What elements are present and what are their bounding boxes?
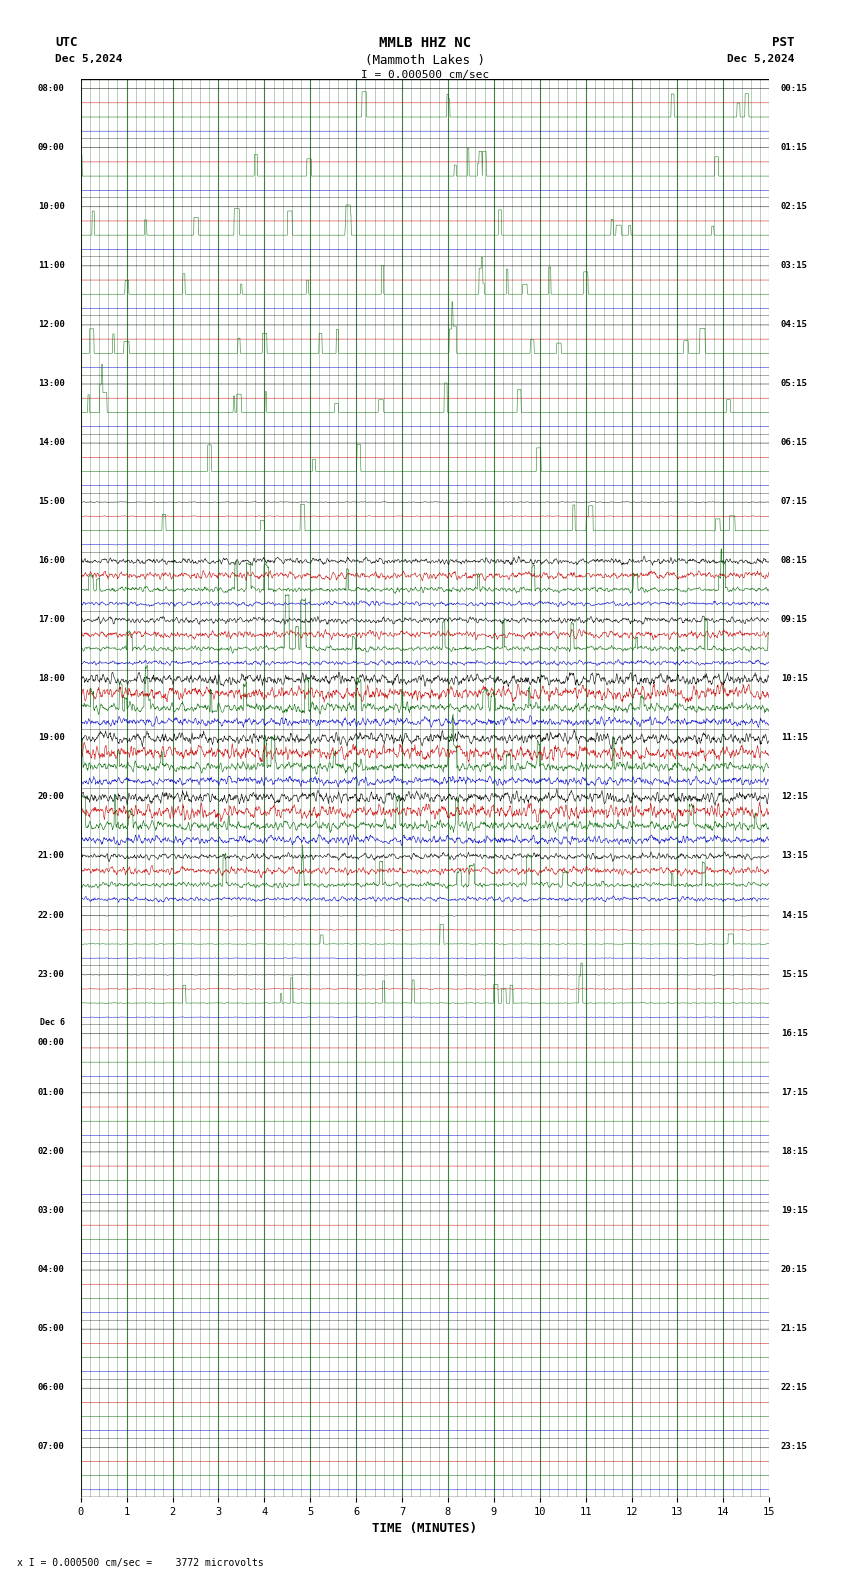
Text: 08:15: 08:15 bbox=[780, 556, 808, 565]
Text: 21:00: 21:00 bbox=[37, 852, 65, 860]
Text: 14:00: 14:00 bbox=[37, 439, 65, 447]
Text: 11:15: 11:15 bbox=[780, 733, 808, 743]
Text: 19:15: 19:15 bbox=[780, 1205, 808, 1215]
Text: 17:00: 17:00 bbox=[37, 615, 65, 624]
Text: 22:00: 22:00 bbox=[37, 911, 65, 920]
Text: 20:15: 20:15 bbox=[780, 1266, 808, 1274]
Text: 16:15: 16:15 bbox=[780, 1028, 808, 1038]
Text: 02:00: 02:00 bbox=[37, 1147, 65, 1156]
Text: 06:00: 06:00 bbox=[37, 1383, 65, 1392]
Text: 15:00: 15:00 bbox=[37, 497, 65, 505]
Text: 23:15: 23:15 bbox=[780, 1441, 808, 1451]
Text: 09:00: 09:00 bbox=[37, 143, 65, 152]
Text: 12:15: 12:15 bbox=[780, 792, 808, 802]
Text: 04:15: 04:15 bbox=[780, 320, 808, 329]
Text: Dec 6: Dec 6 bbox=[40, 1019, 65, 1028]
Text: (Mammoth Lakes ): (Mammoth Lakes ) bbox=[365, 54, 485, 67]
Text: 06:15: 06:15 bbox=[780, 439, 808, 447]
Text: 18:00: 18:00 bbox=[37, 675, 65, 683]
Text: Dec 5,2024: Dec 5,2024 bbox=[728, 54, 795, 63]
Text: UTC: UTC bbox=[55, 36, 77, 49]
Text: 01:15: 01:15 bbox=[780, 143, 808, 152]
Text: 00:00: 00:00 bbox=[37, 1038, 65, 1047]
Text: 03:00: 03:00 bbox=[37, 1205, 65, 1215]
Text: 03:15: 03:15 bbox=[780, 261, 808, 269]
Text: 13:00: 13:00 bbox=[37, 379, 65, 388]
Text: 04:00: 04:00 bbox=[37, 1266, 65, 1274]
Text: PST: PST bbox=[773, 36, 795, 49]
Text: I = 0.000500 cm/sec: I = 0.000500 cm/sec bbox=[361, 70, 489, 79]
Text: 22:15: 22:15 bbox=[780, 1383, 808, 1392]
Text: 23:00: 23:00 bbox=[37, 969, 65, 979]
Text: 16:00: 16:00 bbox=[37, 556, 65, 565]
Text: 10:00: 10:00 bbox=[37, 201, 65, 211]
Text: 05:15: 05:15 bbox=[780, 379, 808, 388]
X-axis label: TIME (MINUTES): TIME (MINUTES) bbox=[372, 1522, 478, 1535]
Text: 18:15: 18:15 bbox=[780, 1147, 808, 1156]
Text: 12:00: 12:00 bbox=[37, 320, 65, 329]
Text: MMLB HHZ NC: MMLB HHZ NC bbox=[379, 36, 471, 51]
Text: x I = 0.000500 cm/sec =    3772 microvolts: x I = 0.000500 cm/sec = 3772 microvolts bbox=[17, 1559, 264, 1568]
Text: 20:00: 20:00 bbox=[37, 792, 65, 802]
Text: 05:00: 05:00 bbox=[37, 1324, 65, 1334]
Text: 15:15: 15:15 bbox=[780, 969, 808, 979]
Text: 17:15: 17:15 bbox=[780, 1088, 808, 1096]
Text: 09:15: 09:15 bbox=[780, 615, 808, 624]
Text: 10:15: 10:15 bbox=[780, 675, 808, 683]
Text: 08:00: 08:00 bbox=[37, 84, 65, 92]
Text: 14:15: 14:15 bbox=[780, 911, 808, 920]
Text: 21:15: 21:15 bbox=[780, 1324, 808, 1334]
Text: 19:00: 19:00 bbox=[37, 733, 65, 743]
Text: 13:15: 13:15 bbox=[780, 852, 808, 860]
Text: 02:15: 02:15 bbox=[780, 201, 808, 211]
Text: 11:00: 11:00 bbox=[37, 261, 65, 269]
Text: Dec 5,2024: Dec 5,2024 bbox=[55, 54, 122, 63]
Text: 07:15: 07:15 bbox=[780, 497, 808, 505]
Text: 01:00: 01:00 bbox=[37, 1088, 65, 1096]
Text: 07:00: 07:00 bbox=[37, 1441, 65, 1451]
Text: 00:15: 00:15 bbox=[780, 84, 808, 92]
